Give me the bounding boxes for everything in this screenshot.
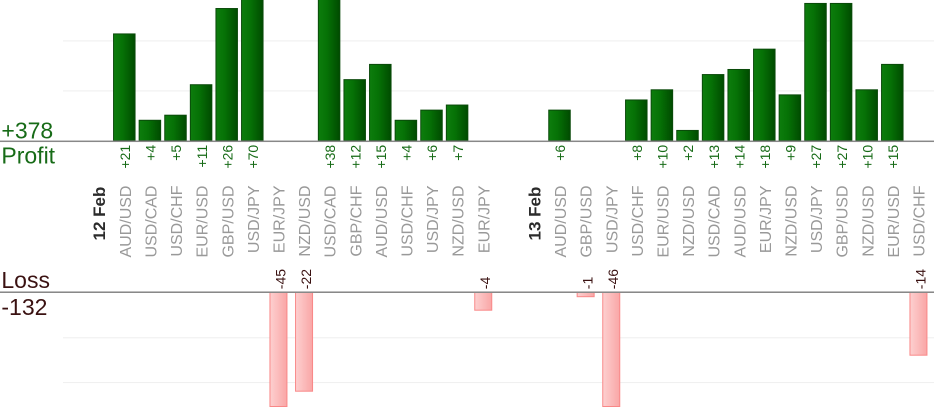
svg-text:+8: +8: [629, 145, 645, 161]
svg-text:-14: -14: [912, 269, 928, 289]
svg-text:+9: +9: [783, 145, 799, 161]
svg-text:Loss: Loss: [1, 267, 50, 293]
svg-text:USD/CHF: USD/CHF: [912, 185, 929, 256]
svg-text:USD/CHF: USD/CHF: [630, 185, 647, 256]
svg-text:+27: +27: [834, 145, 850, 169]
svg-text:EUR/JPY: EUR/JPY: [272, 185, 289, 253]
svg-text:+15: +15: [885, 145, 901, 169]
svg-text:AUD/USD: AUD/USD: [118, 186, 135, 258]
svg-text:USD/JPY: USD/JPY: [246, 185, 263, 253]
svg-text:+18: +18: [757, 145, 773, 169]
svg-text:+15: +15: [373, 145, 389, 169]
svg-text:+27: +27: [808, 145, 824, 169]
svg-text:EUR/USD: EUR/USD: [195, 186, 212, 258]
svg-text:+13: +13: [706, 145, 722, 169]
svg-text:USD/JPY: USD/JPY: [604, 185, 621, 253]
svg-text:+4: +4: [143, 145, 159, 161]
svg-text:NZD/USD: NZD/USD: [681, 186, 698, 257]
svg-text:+70: +70: [245, 145, 261, 169]
svg-text:-45: -45: [272, 269, 288, 289]
svg-text:-46: -46: [605, 269, 621, 289]
svg-text:GBP/USD: GBP/USD: [835, 186, 852, 258]
svg-text:+14: +14: [731, 145, 747, 169]
svg-text:AUD/USD: AUD/USD: [553, 186, 570, 258]
svg-text:13 Feb: 13 Feb: [525, 187, 544, 241]
svg-text:+26: +26: [219, 145, 235, 169]
svg-text:-4: -4: [477, 277, 493, 290]
svg-text:AUD/USD: AUD/USD: [732, 186, 749, 258]
svg-text:Profit: Profit: [1, 143, 55, 169]
svg-text:USD/CHF: USD/CHF: [400, 185, 417, 256]
svg-text:EUR/JPY: EUR/JPY: [758, 185, 775, 253]
svg-text:+5: +5: [168, 145, 184, 161]
svg-text:+6: +6: [552, 145, 568, 161]
svg-text:GBP/USD: GBP/USD: [220, 186, 237, 258]
svg-text:USD/JPY: USD/JPY: [425, 185, 442, 253]
svg-text:EUR/JPY: EUR/JPY: [476, 185, 493, 253]
svg-text:USD/JPY: USD/JPY: [809, 185, 826, 253]
svg-text:+2: +2: [680, 145, 696, 161]
svg-text:+4: +4: [399, 145, 415, 161]
svg-text:USD/CAD: USD/CAD: [707, 186, 724, 258]
svg-text:+10: +10: [859, 145, 875, 169]
svg-text:+12: +12: [347, 145, 363, 169]
svg-text:NZD/USD: NZD/USD: [860, 186, 877, 257]
svg-text:12 Feb: 12 Feb: [90, 187, 109, 241]
svg-text:-22: -22: [298, 269, 314, 289]
svg-text:USD/CAD: USD/CAD: [144, 186, 161, 258]
svg-text:+7: +7: [450, 145, 466, 161]
svg-text:AUD/USD: AUD/USD: [374, 186, 391, 258]
svg-text:USD/CAD: USD/CAD: [323, 186, 340, 258]
svg-text:-132: -132: [1, 294, 47, 320]
svg-text:+21: +21: [117, 145, 133, 169]
svg-text:GBP/CHF: GBP/CHF: [348, 185, 365, 256]
svg-text:-1: -1: [580, 277, 596, 290]
svg-text:+38: +38: [322, 145, 338, 169]
svg-text:+10: +10: [655, 145, 671, 169]
svg-text:GBP/USD: GBP/USD: [579, 186, 596, 258]
svg-text:NZD/USD: NZD/USD: [784, 186, 801, 257]
svg-text:EUR/USD: EUR/USD: [886, 186, 903, 258]
svg-text:+11: +11: [194, 145, 210, 168]
svg-text:USD/CHF: USD/CHF: [169, 185, 186, 256]
svg-text:NZD/USD: NZD/USD: [297, 186, 314, 257]
svg-text:+6: +6: [424, 145, 440, 161]
svg-text:EUR/USD: EUR/USD: [656, 186, 673, 258]
svg-text:+378: +378: [1, 118, 53, 144]
svg-text:NZD/USD: NZD/USD: [451, 186, 468, 257]
